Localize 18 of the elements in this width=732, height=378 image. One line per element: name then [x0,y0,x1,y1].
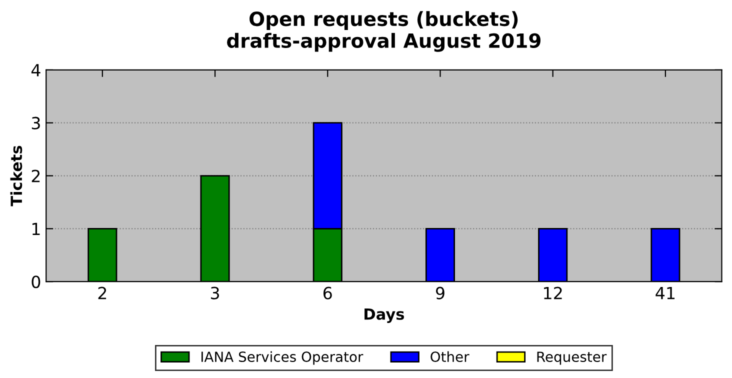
y-tick-label: 4 [31,64,40,76]
legend-label: Requester [537,352,607,365]
chart-subtitle: drafts-approval August 2019 [227,32,540,52]
x-tick-label: 3 [210,286,219,300]
x-tick-label: 41 [656,286,675,300]
legend-label: Other [430,351,470,362]
x-tick-label: 6 [323,286,332,300]
x-tick-label: 9 [436,286,444,300]
y-tick-label: 0 [32,276,40,288]
x-axis-title: Days [364,308,404,323]
y-tick-label: 1 [32,222,40,236]
y-axis-title: Tickets [10,146,22,206]
y-tick-label: 2 [32,170,40,182]
x-tick-label: 12 [544,286,562,300]
legend-label: IANA Services Operator [201,351,364,365]
x-tick-label: 2 [98,286,106,300]
y-tick-label: 3 [32,116,40,130]
chart-title: Open requests (buckets) [250,11,518,30]
